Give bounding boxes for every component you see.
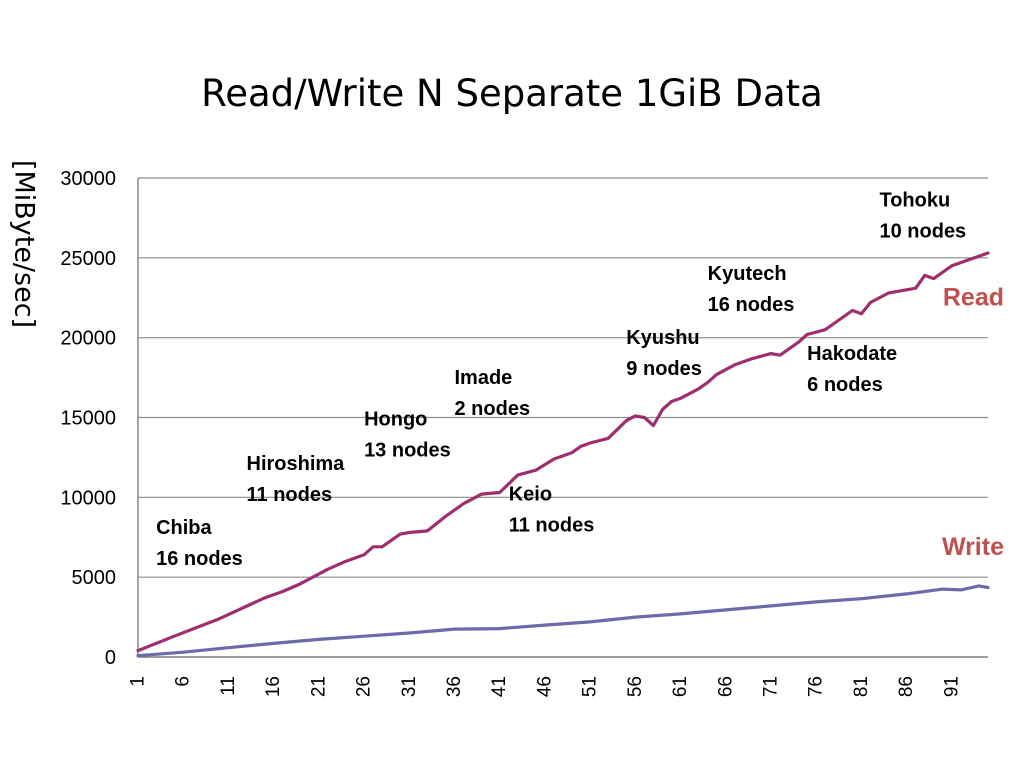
chart-title: Read/Write N Separate 1GiB Data xyxy=(201,72,823,115)
annotation-hongo-name: Hongo xyxy=(364,408,427,430)
y-tick-label-15000: 15000 xyxy=(60,408,116,430)
x-tick-label-71: 71 xyxy=(760,676,781,697)
annotation-hongo-nodes: 13 nodes xyxy=(364,439,451,461)
x-tick-label-1: 1 xyxy=(128,676,149,687)
x-tick-label-56: 56 xyxy=(625,676,646,697)
y-tick-label-0: 0 xyxy=(105,647,116,669)
series-label-write: Write xyxy=(942,533,1004,561)
annotation-imade-nodes: 2 nodes xyxy=(454,398,530,420)
annotation-kyutech-nodes: 16 nodes xyxy=(708,294,795,316)
annotation-tohoku-name: Tohoku xyxy=(879,190,950,212)
x-tick-label-51: 51 xyxy=(580,676,601,697)
x-tick-label-6: 6 xyxy=(173,676,194,687)
x-tick-label-81: 81 xyxy=(851,676,872,697)
annotation-chiba-nodes: 16 nodes xyxy=(156,548,243,570)
x-tick-label-86: 86 xyxy=(896,676,917,697)
annotation-kyushu-name: Kyushu xyxy=(626,327,699,349)
y-tick-label-10000: 10000 xyxy=(60,487,116,509)
series-label-read: Read xyxy=(943,284,1004,312)
x-tick-label-36: 36 xyxy=(444,676,465,697)
annotation-hakodate-name: Hakodate xyxy=(807,343,897,365)
axes xyxy=(137,178,988,658)
y-tick-label-20000: 20000 xyxy=(60,328,116,350)
x-tick-label-16: 16 xyxy=(263,676,284,697)
x-tick-label-11: 11 xyxy=(218,676,239,696)
x-tick-label-91: 91 xyxy=(941,676,962,697)
x-tick-label-76: 76 xyxy=(806,676,827,697)
x-tick-label-21: 21 xyxy=(308,676,329,697)
annotation-keio-name: Keio xyxy=(509,484,552,506)
y-tick-label-30000: 30000 xyxy=(60,168,116,190)
series-line-read xyxy=(136,251,990,653)
x-tick-label-41: 41 xyxy=(489,676,510,697)
annotation-tohoku-nodes: 10 nodes xyxy=(879,221,966,243)
gridlines xyxy=(138,177,988,578)
y-tick-label-5000: 5000 xyxy=(72,567,117,589)
x-tick-label-26: 26 xyxy=(354,676,375,697)
annotation-kyutech-name: Kyutech xyxy=(708,263,787,285)
series-line-write xyxy=(136,584,990,658)
annotation-hiroshima-nodes: 11 nodes xyxy=(247,484,333,506)
annotation-kyushu-nodes: 9 nodes xyxy=(626,358,702,380)
x-tick-label-46: 46 xyxy=(534,676,555,697)
annotation-hakodate-nodes: 6 nodes xyxy=(807,374,883,396)
annotation-imade-name: Imade xyxy=(454,367,512,389)
annotation-hiroshima-name: Hiroshima xyxy=(247,453,346,475)
x-tick-label-61: 61 xyxy=(670,676,691,697)
y-tick-label-25000: 25000 xyxy=(60,248,116,270)
x-tick-label-66: 66 xyxy=(715,676,736,697)
x-tick-label-31: 31 xyxy=(399,676,420,697)
series xyxy=(136,251,990,658)
annotation-chiba-name: Chiba xyxy=(156,517,212,539)
annotation-keio-nodes: 11 nodes xyxy=(509,515,595,537)
